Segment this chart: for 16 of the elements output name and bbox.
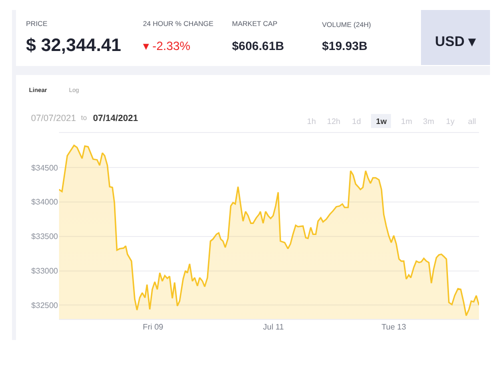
x-tick-label: Tue 13 <box>381 322 407 332</box>
text: 07/14/2021 <box>93 113 138 123</box>
text: $19.93B <box>322 39 368 53</box>
x-tick-label: Fri 09 <box>142 322 164 332</box>
text: ▾ -2.33% <box>143 39 191 53</box>
text: USD ▾ <box>435 33 476 49</box>
text: 1w <box>376 117 388 126</box>
y-tick-label: $34500 <box>31 163 59 172</box>
y-tick-label: $33000 <box>31 266 59 276</box>
y-tick-label: $34000 <box>31 198 59 207</box>
text: 07/07/2021 <box>31 113 76 123</box>
text: $ 32,344.41 <box>26 35 122 55</box>
text: $606.61B <box>232 39 284 53</box>
y-tick-label: $32500 <box>31 301 59 310</box>
x-tick-label: Jul 11 <box>263 322 284 332</box>
y-tick-label: $33500 <box>31 232 59 242</box>
